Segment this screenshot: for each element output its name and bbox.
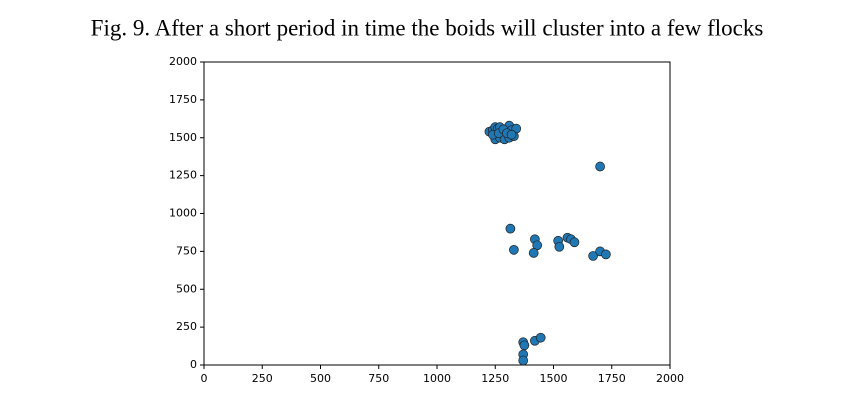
y-tick-label: 1500: [169, 131, 197, 144]
point: [506, 129, 517, 140]
point: [588, 251, 598, 261]
y-tick-label: 750: [176, 244, 197, 257]
chart-title: Fig. 9. After a short period in time the…: [91, 15, 764, 40]
x-tick-label: 2000: [656, 372, 684, 385]
point: [518, 355, 529, 366]
y-tick-label: 1750: [169, 93, 197, 106]
x-tick-label: 250: [252, 372, 273, 385]
y-tick-label: 0: [190, 358, 197, 371]
x-tick-label: 1250: [481, 372, 509, 385]
y-tick-label: 250: [176, 320, 197, 333]
point: [505, 223, 516, 234]
y-tick-label: 500: [176, 282, 197, 295]
point: [601, 249, 611, 260]
x-tick-label: 750: [368, 372, 389, 385]
point: [569, 237, 580, 248]
point: [528, 248, 539, 258]
point: [519, 340, 530, 351]
y-tick-label: 1000: [169, 207, 197, 220]
point: [595, 161, 605, 172]
x-tick-label: 1500: [540, 372, 568, 385]
point: [554, 241, 565, 252]
x-tick-label: 500: [310, 372, 331, 385]
point: [535, 332, 546, 343]
x-tick-label: 0: [201, 372, 208, 385]
x-tick-label: 1000: [423, 372, 451, 385]
y-tick-label: 1250: [169, 169, 197, 182]
point: [509, 245, 519, 255]
x-tick-label: 1750: [598, 372, 626, 385]
y-tick-label: 2000: [169, 55, 197, 68]
plot-frame: [203, 61, 671, 366]
